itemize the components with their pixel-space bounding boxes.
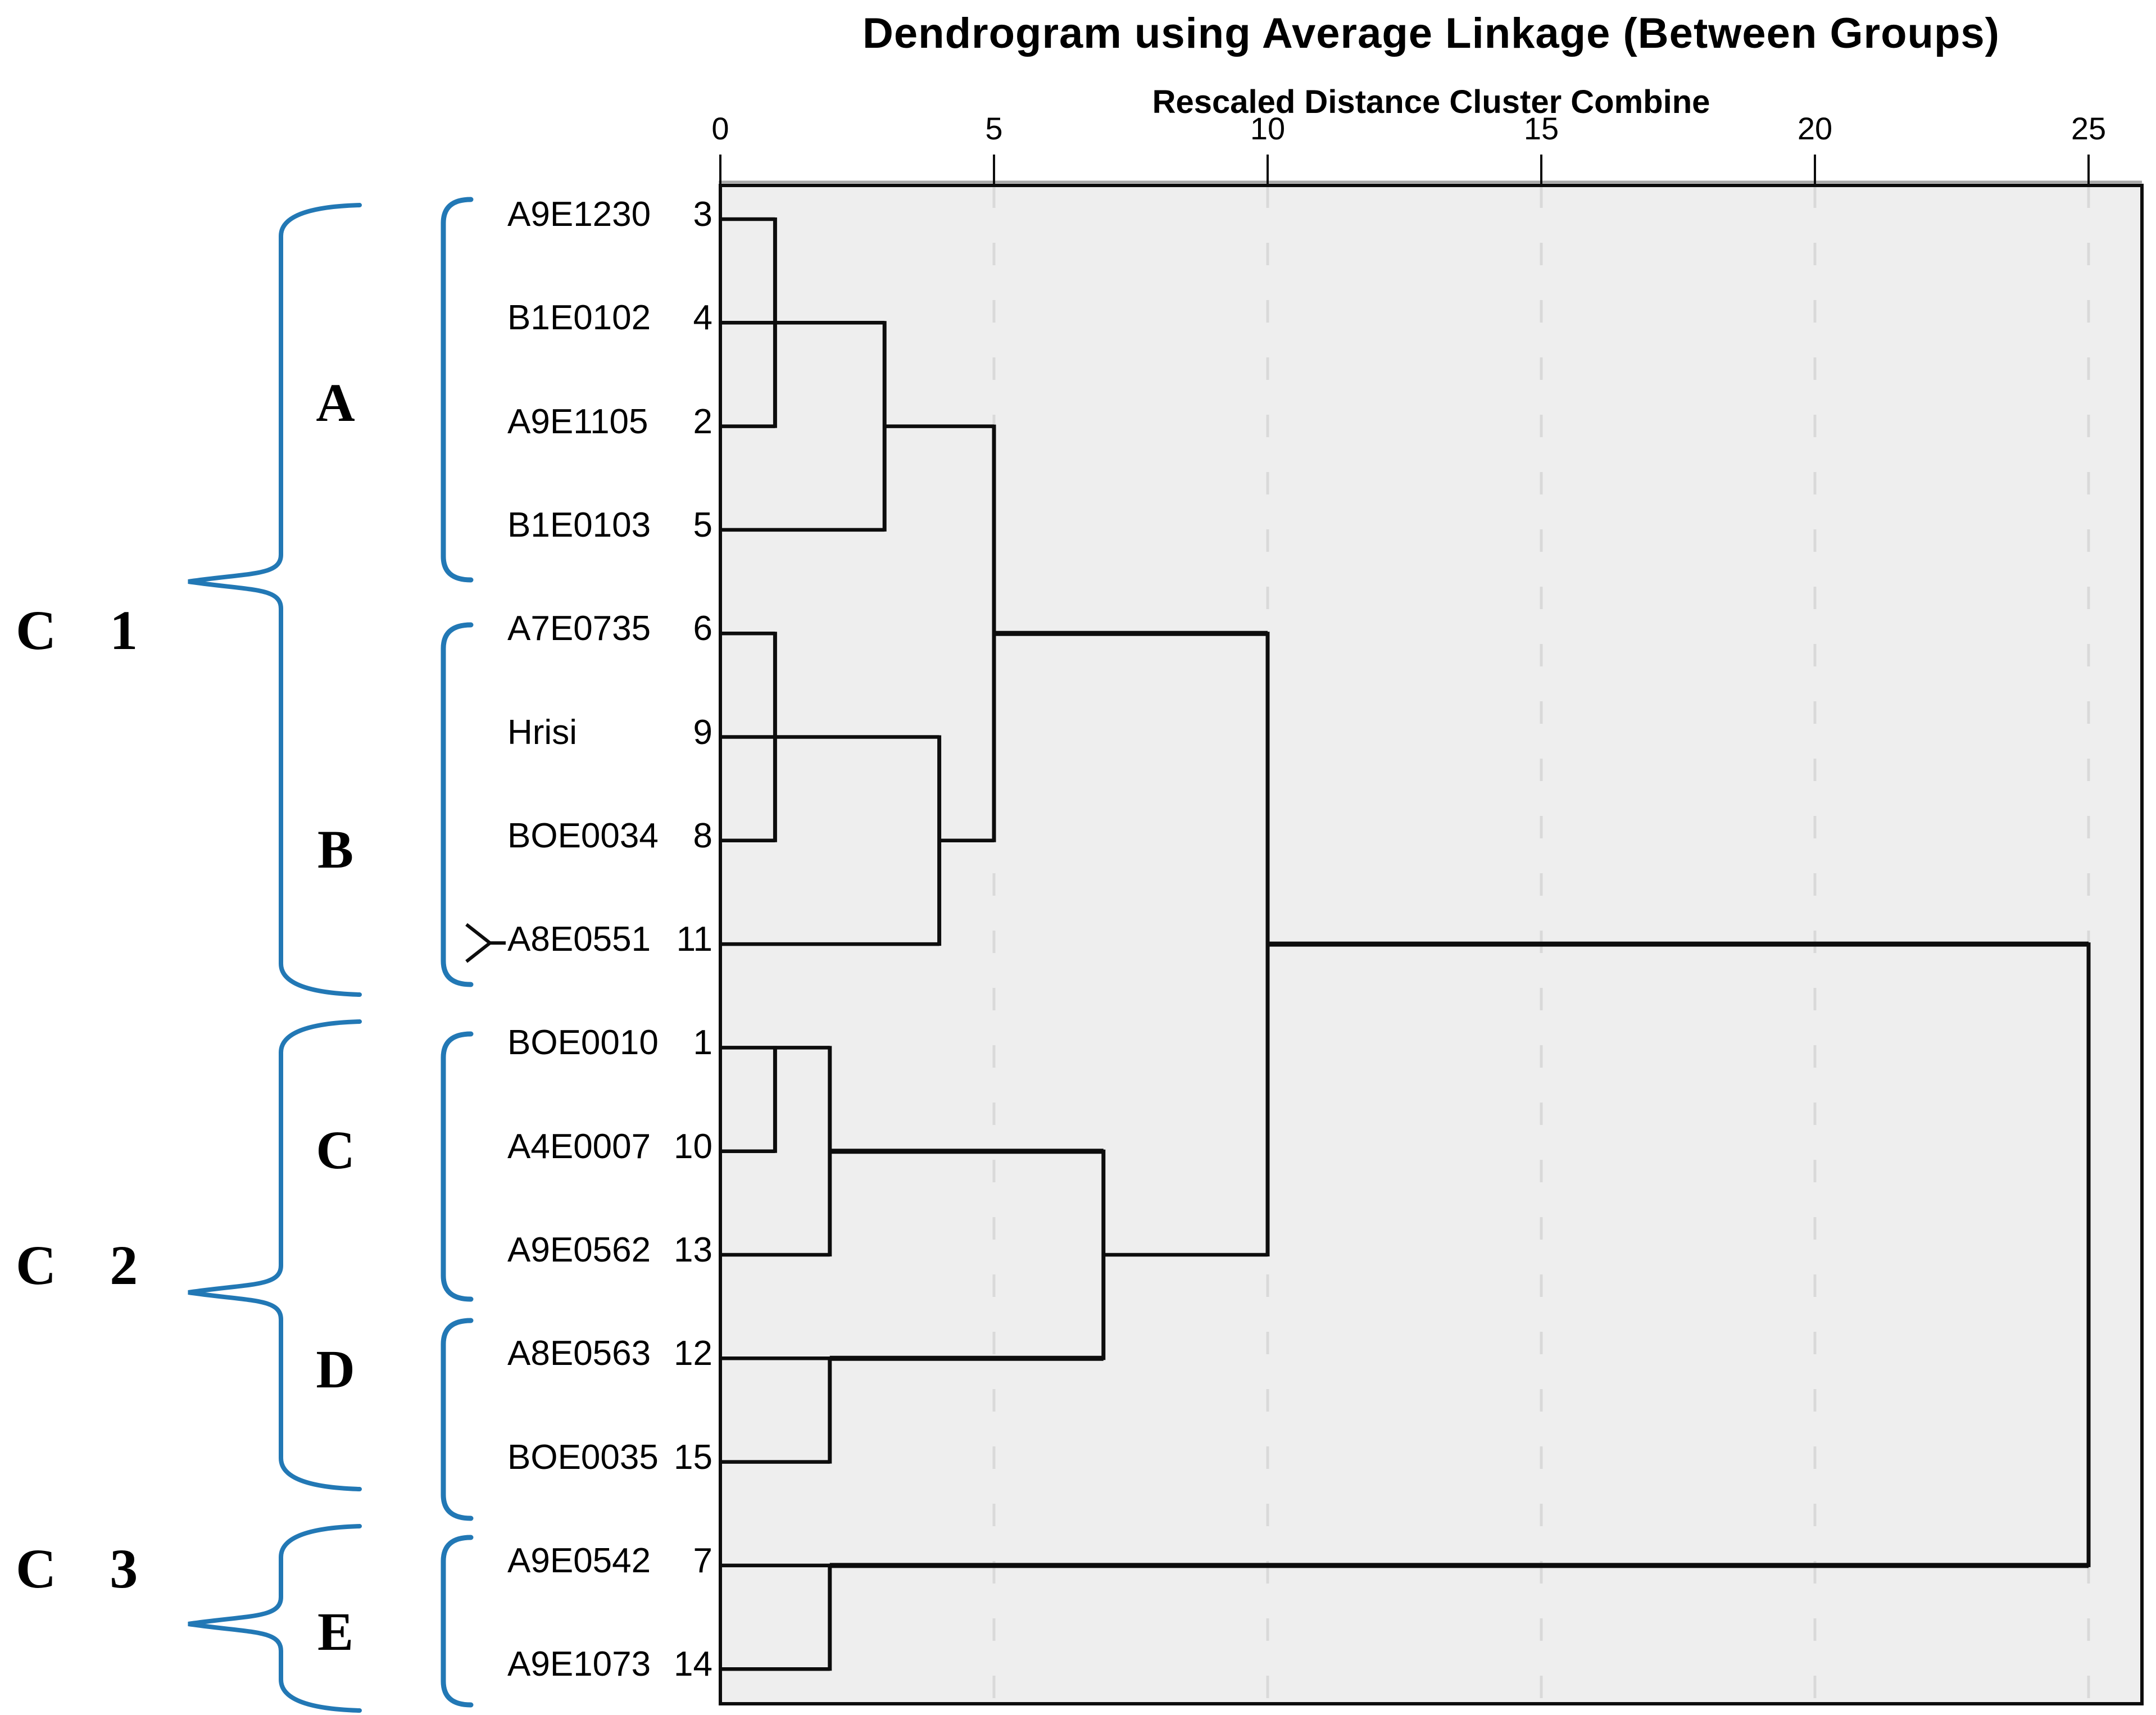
leaf-case-number: 13 [674, 1231, 712, 1269]
axis-tick-label-20: 20 [1797, 111, 1833, 146]
leaf-case-number: 11 [676, 920, 712, 959]
cluster-label-A: A [316, 373, 355, 433]
axis-tick-label-10: 10 [1250, 111, 1286, 146]
leaf-case-number: 7 [693, 1541, 712, 1580]
leaf-label: A7E0735 [507, 609, 651, 648]
cluster-label-E: E [317, 1601, 354, 1662]
leaf-label: BOE0035 [507, 1437, 659, 1477]
cluster-label-B: B [317, 819, 354, 879]
leaf-case-number: 12 [674, 1334, 712, 1373]
leaf-label: A9E1105 [507, 402, 648, 441]
leaf-case-number: 8 [693, 816, 712, 855]
cluster-bracket-B [441, 622, 474, 987]
cluster-bracket-C [441, 1031, 474, 1302]
case-pointer-marker [465, 923, 506, 963]
group-brace-2 [188, 1019, 362, 1491]
leaf-label: Hrisi [507, 713, 577, 752]
cluster-bracket-E [441, 1535, 474, 1708]
leaf-label: A4E0007 [507, 1127, 651, 1166]
leaf-label: A9E1230 [507, 195, 651, 234]
axis-tick-label-5: 5 [985, 111, 1003, 146]
leaf-label: A9E1073 [507, 1645, 651, 1684]
leaf-label: BOE0034 [507, 816, 659, 855]
leaf-label: A9E0542 [507, 1541, 651, 1580]
leaf-label: A9E0562 [507, 1231, 651, 1269]
leaf-case-number: 10 [674, 1127, 712, 1166]
leaf-label: A8E0563 [507, 1334, 651, 1373]
leaf-case-number: 15 [674, 1437, 712, 1477]
leaf-label: B1E0103 [507, 505, 651, 545]
leaf-case-number: 9 [693, 713, 712, 752]
axis-tick-label-25: 25 [2071, 111, 2107, 146]
leaf-label: BOE0010 [507, 1023, 659, 1063]
group-brace-1 [188, 203, 362, 997]
leaf-label: A8E0551 [507, 920, 651, 959]
leaf-label: B1E0102 [507, 298, 651, 338]
axis-title: Rescaled Distance Cluster Combine [1152, 84, 1710, 120]
axis-tick-label-15: 15 [1523, 111, 1559, 146]
chart-title: Dendrogram using Average Linkage (Betwee… [863, 10, 2000, 57]
cluster-bracket-D [441, 1318, 474, 1521]
group-brace-3 [188, 1524, 362, 1713]
cluster-bracket-A [441, 197, 474, 583]
leaf-case-number: 1 [693, 1023, 712, 1063]
cluster-label-D: D [316, 1339, 355, 1399]
leaf-case-number: 2 [693, 402, 712, 441]
group-label-1: C 1 [16, 599, 138, 661]
leaf-case-number: 4 [693, 298, 712, 338]
leaf-case-number: 3 [693, 195, 712, 234]
axis-tick-label-0: 0 [711, 111, 729, 146]
cluster-label-C: C [316, 1120, 355, 1180]
leaf-case-number: 6 [693, 609, 712, 648]
leaf-case-number: 14 [674, 1645, 712, 1684]
group-label-2: C 2 [16, 1234, 138, 1296]
group-label-3: C 3 [16, 1537, 138, 1600]
leaf-case-number: 5 [693, 505, 712, 545]
